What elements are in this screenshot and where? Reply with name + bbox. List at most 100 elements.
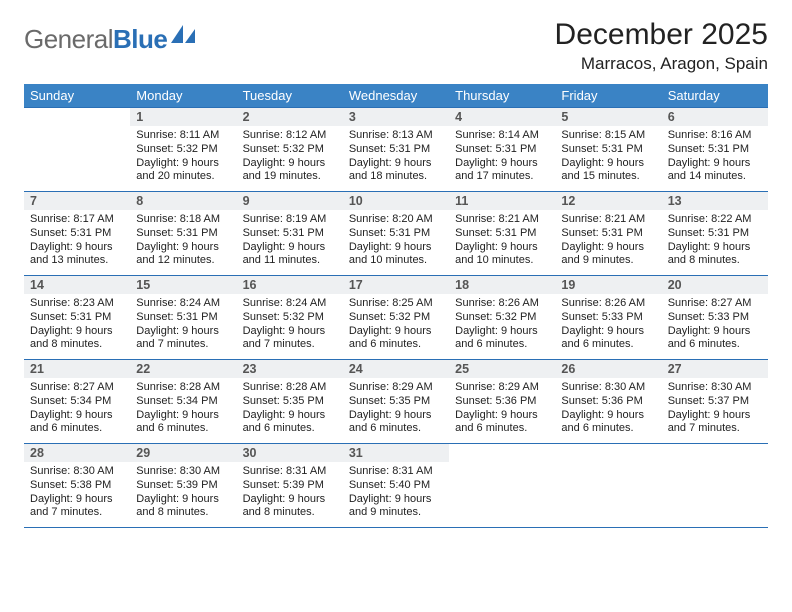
day-number: 14	[24, 276, 130, 294]
day-number	[662, 444, 768, 462]
day-header: Wednesday	[343, 84, 449, 108]
daylight-line: Daylight: 9 hours and 6 minutes.	[561, 325, 655, 353]
sunrise-line: Sunrise: 8:24 AM	[136, 297, 230, 311]
sunrise-line: Sunrise: 8:19 AM	[243, 213, 337, 227]
day-details: Sunrise: 8:31 AMSunset: 5:39 PMDaylight:…	[237, 462, 343, 524]
day-number: 3	[343, 108, 449, 126]
day-details: Sunrise: 8:13 AMSunset: 5:31 PMDaylight:…	[343, 126, 449, 188]
sunset-line: Sunset: 5:35 PM	[349, 395, 443, 409]
calendar-cell: 16Sunrise: 8:24 AMSunset: 5:32 PMDayligh…	[237, 276, 343, 360]
calendar-cell	[449, 444, 555, 528]
sunset-line: Sunset: 5:32 PM	[349, 311, 443, 325]
calendar-cell: 21Sunrise: 8:27 AMSunset: 5:34 PMDayligh…	[24, 360, 130, 444]
daylight-line: Daylight: 9 hours and 10 minutes.	[349, 241, 443, 269]
day-number: 28	[24, 444, 130, 462]
sunrise-line: Sunrise: 8:31 AM	[243, 465, 337, 479]
day-details: Sunrise: 8:22 AMSunset: 5:31 PMDaylight:…	[662, 210, 768, 272]
sunset-line: Sunset: 5:33 PM	[561, 311, 655, 325]
daylight-line: Daylight: 9 hours and 7 minutes.	[243, 325, 337, 353]
day-header: Tuesday	[237, 84, 343, 108]
daylight-line: Daylight: 9 hours and 9 minutes.	[561, 241, 655, 269]
day-number: 20	[662, 276, 768, 294]
daylight-line: Daylight: 9 hours and 8 minutes.	[668, 241, 762, 269]
daylight-line: Daylight: 9 hours and 7 minutes.	[668, 409, 762, 437]
day-number: 1	[130, 108, 236, 126]
page-header: GeneralBlue December 2025 Marracos, Arag…	[24, 18, 768, 74]
sunrise-line: Sunrise: 8:22 AM	[668, 213, 762, 227]
calendar-cell: 19Sunrise: 8:26 AMSunset: 5:33 PMDayligh…	[555, 276, 661, 360]
calendar-cell	[662, 444, 768, 528]
calendar-cell: 9Sunrise: 8:19 AMSunset: 5:31 PMDaylight…	[237, 192, 343, 276]
sunset-line: Sunset: 5:37 PM	[668, 395, 762, 409]
day-details: Sunrise: 8:25 AMSunset: 5:32 PMDaylight:…	[343, 294, 449, 356]
sunset-line: Sunset: 5:38 PM	[30, 479, 124, 493]
day-number	[24, 108, 130, 126]
day-number: 16	[237, 276, 343, 294]
day-details: Sunrise: 8:17 AMSunset: 5:31 PMDaylight:…	[24, 210, 130, 272]
day-details: Sunrise: 8:30 AMSunset: 5:38 PMDaylight:…	[24, 462, 130, 524]
calendar-cell: 5Sunrise: 8:15 AMSunset: 5:31 PMDaylight…	[555, 108, 661, 192]
sunset-line: Sunset: 5:31 PM	[349, 227, 443, 241]
sunrise-line: Sunrise: 8:25 AM	[349, 297, 443, 311]
sunrise-line: Sunrise: 8:28 AM	[136, 381, 230, 395]
brand-logo: GeneralBlue	[24, 24, 197, 55]
calendar-cell: 17Sunrise: 8:25 AMSunset: 5:32 PMDayligh…	[343, 276, 449, 360]
day-number: 4	[449, 108, 555, 126]
day-number	[555, 444, 661, 462]
daylight-line: Daylight: 9 hours and 18 minutes.	[349, 157, 443, 185]
day-header: Monday	[130, 84, 236, 108]
day-details: Sunrise: 8:27 AMSunset: 5:33 PMDaylight:…	[662, 294, 768, 356]
day-details: Sunrise: 8:30 AMSunset: 5:36 PMDaylight:…	[555, 378, 661, 440]
calendar-head: SundayMondayTuesdayWednesdayThursdayFrid…	[24, 84, 768, 108]
calendar-cell: 30Sunrise: 8:31 AMSunset: 5:39 PMDayligh…	[237, 444, 343, 528]
day-details: Sunrise: 8:24 AMSunset: 5:31 PMDaylight:…	[130, 294, 236, 356]
day-details	[24, 126, 130, 133]
calendar-cell: 4Sunrise: 8:14 AMSunset: 5:31 PMDaylight…	[449, 108, 555, 192]
day-details: Sunrise: 8:29 AMSunset: 5:36 PMDaylight:…	[449, 378, 555, 440]
day-details: Sunrise: 8:24 AMSunset: 5:32 PMDaylight:…	[237, 294, 343, 356]
calendar-cell	[24, 108, 130, 192]
day-number: 7	[24, 192, 130, 210]
sunset-line: Sunset: 5:34 PM	[30, 395, 124, 409]
day-details: Sunrise: 8:21 AMSunset: 5:31 PMDaylight:…	[555, 210, 661, 272]
calendar-cell: 20Sunrise: 8:27 AMSunset: 5:33 PMDayligh…	[662, 276, 768, 360]
day-header: Sunday	[24, 84, 130, 108]
location-text: Marracos, Aragon, Spain	[555, 54, 768, 74]
brand-text: GeneralBlue	[24, 24, 167, 55]
day-details: Sunrise: 8:30 AMSunset: 5:39 PMDaylight:…	[130, 462, 236, 524]
calendar-cell: 2Sunrise: 8:12 AMSunset: 5:32 PMDaylight…	[237, 108, 343, 192]
sunset-line: Sunset: 5:31 PM	[136, 311, 230, 325]
sunrise-line: Sunrise: 8:31 AM	[349, 465, 443, 479]
sunset-line: Sunset: 5:31 PM	[349, 143, 443, 157]
sunset-line: Sunset: 5:31 PM	[455, 227, 549, 241]
day-number: 17	[343, 276, 449, 294]
calendar-body: 1Sunrise: 8:11 AMSunset: 5:32 PMDaylight…	[24, 108, 768, 528]
sunrise-line: Sunrise: 8:12 AM	[243, 129, 337, 143]
sunset-line: Sunset: 5:31 PM	[243, 227, 337, 241]
day-details: Sunrise: 8:23 AMSunset: 5:31 PMDaylight:…	[24, 294, 130, 356]
day-number: 10	[343, 192, 449, 210]
day-details: Sunrise: 8:15 AMSunset: 5:31 PMDaylight:…	[555, 126, 661, 188]
daylight-line: Daylight: 9 hours and 8 minutes.	[136, 493, 230, 521]
calendar-cell: 13Sunrise: 8:22 AMSunset: 5:31 PMDayligh…	[662, 192, 768, 276]
sunrise-line: Sunrise: 8:28 AM	[243, 381, 337, 395]
calendar-cell: 28Sunrise: 8:30 AMSunset: 5:38 PMDayligh…	[24, 444, 130, 528]
sunset-line: Sunset: 5:31 PM	[30, 227, 124, 241]
day-number: 31	[343, 444, 449, 462]
calendar-cell: 27Sunrise: 8:30 AMSunset: 5:37 PMDayligh…	[662, 360, 768, 444]
sunrise-line: Sunrise: 8:13 AM	[349, 129, 443, 143]
sunset-line: Sunset: 5:39 PM	[243, 479, 337, 493]
daylight-line: Daylight: 9 hours and 15 minutes.	[561, 157, 655, 185]
daylight-line: Daylight: 9 hours and 19 minutes.	[243, 157, 337, 185]
day-details: Sunrise: 8:26 AMSunset: 5:32 PMDaylight:…	[449, 294, 555, 356]
calendar-cell: 25Sunrise: 8:29 AMSunset: 5:36 PMDayligh…	[449, 360, 555, 444]
day-number: 8	[130, 192, 236, 210]
calendar-week-row: 28Sunrise: 8:30 AMSunset: 5:38 PMDayligh…	[24, 444, 768, 528]
day-details: Sunrise: 8:28 AMSunset: 5:34 PMDaylight:…	[130, 378, 236, 440]
sunset-line: Sunset: 5:40 PM	[349, 479, 443, 493]
sunrise-line: Sunrise: 8:30 AM	[30, 465, 124, 479]
day-details: Sunrise: 8:20 AMSunset: 5:31 PMDaylight:…	[343, 210, 449, 272]
day-number: 18	[449, 276, 555, 294]
daylight-line: Daylight: 9 hours and 7 minutes.	[30, 493, 124, 521]
day-details	[662, 462, 768, 469]
